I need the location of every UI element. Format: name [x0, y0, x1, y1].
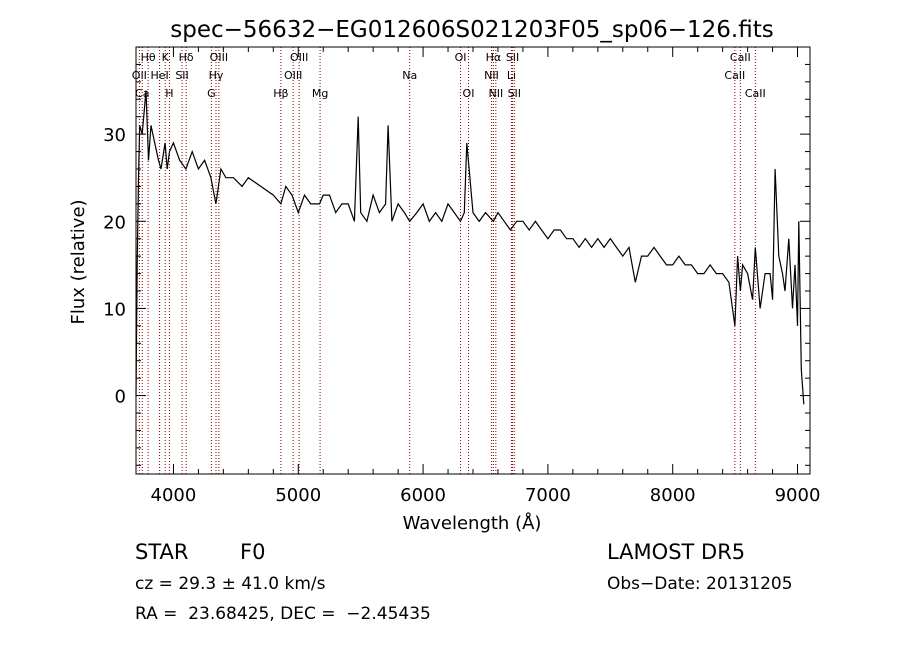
marker-label-11: SII: [175, 69, 188, 82]
observation-date: Obs−Date: 20131205: [607, 574, 793, 594]
marker-label-20: G: [207, 87, 216, 100]
x-tick-label-2: 6000: [400, 485, 446, 506]
plot-frame: [135, 46, 811, 475]
y-tick-label-3: 30: [103, 125, 126, 146]
y-tick-label-0: 0: [115, 387, 126, 408]
marker-label-2: Hδ: [179, 51, 194, 64]
marker-label-15: NII: [484, 69, 499, 82]
marker-label-8: CaII: [730, 51, 751, 64]
marker-label-26: CaII: [745, 87, 766, 100]
marker-label-10: HeI: [150, 69, 168, 82]
line-markers: Hθ K Hδ OIII OIII OI Hα SII CaII OII HeI SII Hγ OIII N…: [132, 47, 766, 474]
y-tick-label-1: 10: [103, 299, 126, 320]
y-axis-label: Flux (relative): [68, 199, 89, 324]
object-class: STAR: [135, 540, 189, 564]
marker-label-5: OI: [455, 51, 467, 64]
x-tick-label-5: 9000: [775, 485, 821, 506]
marker-label-13: OIII: [284, 69, 302, 82]
x-tick-label-1: 5000: [275, 485, 321, 506]
x-axis: 4000 5000 6000 7000 8000 9000: [151, 47, 821, 506]
marker-label-7: SII: [506, 51, 519, 64]
y-tick-label-2: 20: [103, 212, 126, 233]
marker-label-9: OII: [132, 69, 147, 82]
redshift-cz: cz = 29.3 ± 41.0 km/s: [135, 574, 326, 594]
x-tick-label-4: 8000: [650, 485, 696, 506]
x-tick-label-3: 7000: [525, 485, 571, 506]
marker-label-0: Hθ: [141, 51, 156, 64]
object-subclass: F0: [240, 540, 266, 564]
spectrum-layer: [135, 90, 805, 405]
marker-label-23: OI: [463, 87, 475, 100]
marker-label-12: Hγ: [209, 69, 224, 82]
marker-label-24: NII: [488, 87, 503, 100]
marker-label-3: OIII: [210, 51, 228, 64]
marker-label-21: Hβ: [273, 87, 288, 100]
spectrum-line: [135, 90, 805, 405]
chart-title: spec−56632−EG012606S021203F05_sp06−126.f…: [170, 17, 773, 43]
marker-label-22: Mg: [312, 87, 328, 100]
survey-name: LAMOST DR5: [607, 540, 746, 564]
x-axis-label: Wavelength (Å): [403, 512, 542, 534]
marker-label-1: K: [162, 51, 170, 64]
marker-label-4: OIII: [290, 51, 308, 64]
x-tick-label-0: 4000: [151, 485, 197, 506]
coordinates: RA = 23.68425, DEC = −2.45435: [135, 604, 431, 624]
marker-label-19: H: [165, 87, 173, 100]
marker-label-25: SII: [508, 87, 521, 100]
y-axis: 0 10 20 30: [103, 63, 810, 466]
marker-label-17: CaII: [724, 69, 745, 82]
marker-label-6: Hα: [486, 51, 502, 64]
marker-label-18: Ca: [135, 87, 149, 100]
marker-label-16: Li: [507, 69, 516, 82]
marker-label-14: Na: [402, 69, 417, 82]
